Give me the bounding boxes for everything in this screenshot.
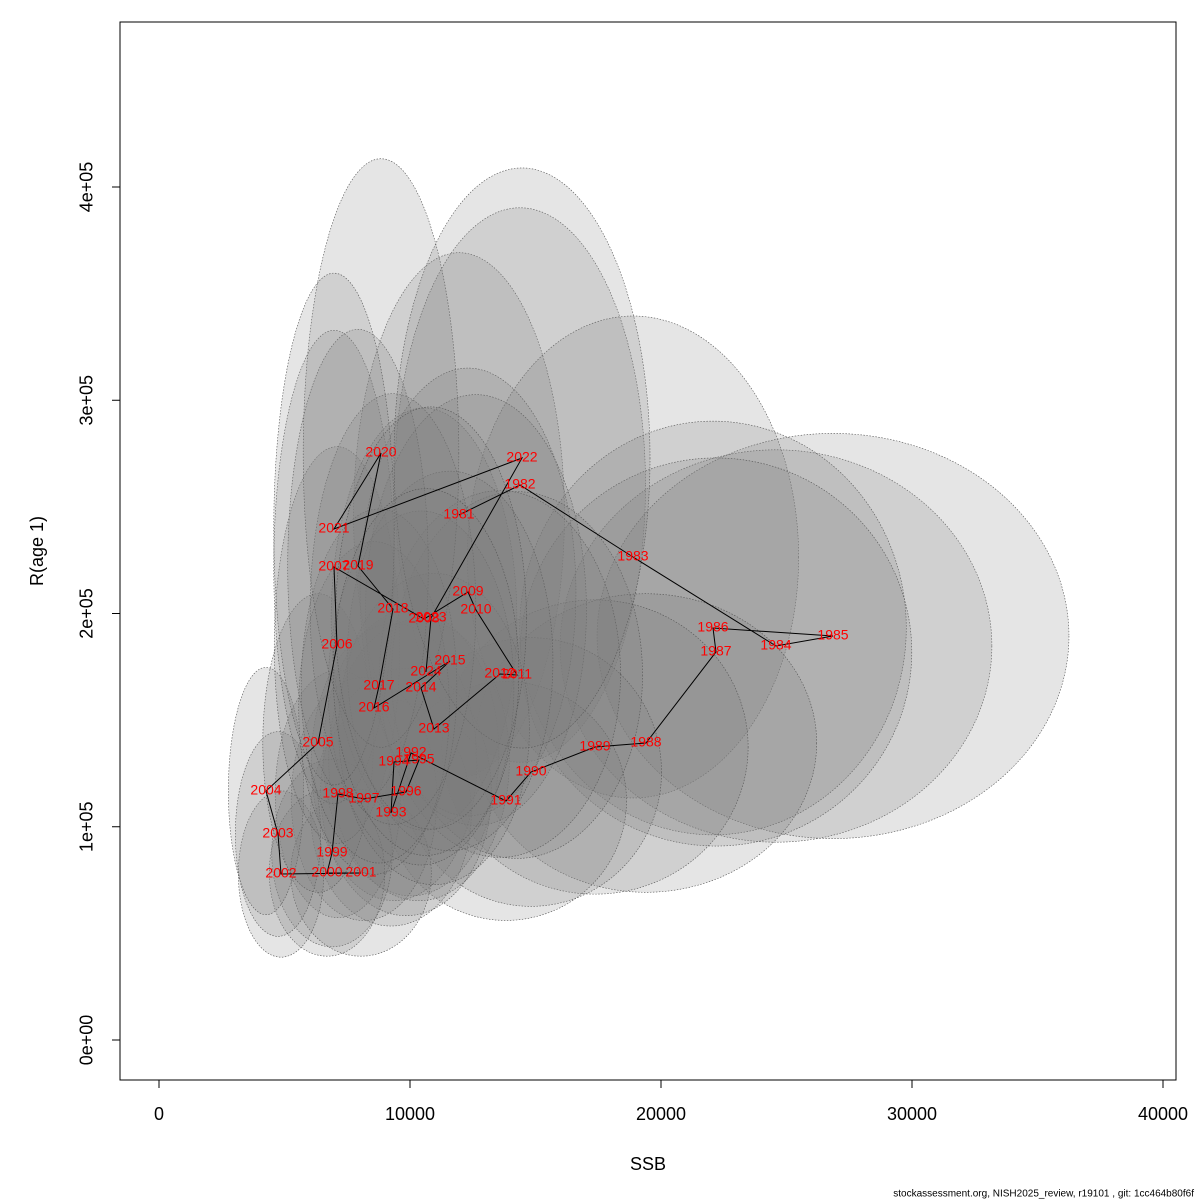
year-label: 2018 xyxy=(377,600,408,616)
year-label: 1984 xyxy=(760,637,791,653)
year-label: 1986 xyxy=(697,619,728,635)
y-tick-label: 1e+05 xyxy=(77,801,97,852)
year-label: 2001 xyxy=(345,864,376,880)
year-label: 2022 xyxy=(506,449,537,465)
year-label: 1995 xyxy=(403,751,434,767)
year-label: 2000 xyxy=(311,864,342,880)
year-label: 1987 xyxy=(700,643,731,659)
year-label: 2003 xyxy=(262,825,293,841)
year-label: 2020 xyxy=(365,444,396,460)
year-label: 1982 xyxy=(504,476,535,492)
year-label: 2009 xyxy=(452,583,483,599)
year-label: 2008 xyxy=(408,610,439,626)
year-label: 1991 xyxy=(490,792,521,808)
trajectory-line xyxy=(265,452,834,875)
x-tick-label: 40000 xyxy=(1138,1104,1188,1124)
plot-content: 1981 1982 1983 1984 1985 1986 1987 1988 1989 1990… xyxy=(250,444,848,881)
year-label: 2007 xyxy=(318,558,349,574)
x-tick-label: 20000 xyxy=(636,1104,686,1124)
year-label: 2015 xyxy=(434,652,465,668)
x-tick-label: 10000 xyxy=(385,1104,435,1124)
y-tick-label: 0e+00 xyxy=(77,1015,97,1066)
year-label: 1983 xyxy=(617,548,648,564)
year-label: 2016 xyxy=(358,699,389,715)
year-label: 1994 xyxy=(378,753,409,769)
year-label: 1993 xyxy=(375,804,406,820)
year-label: 1985 xyxy=(817,627,848,643)
year-label: 1988 xyxy=(630,734,661,750)
year-label: 2002 xyxy=(265,865,296,881)
year-label: 2024 xyxy=(410,663,441,679)
year-label: 1996 xyxy=(390,783,421,799)
year-label: 1990 xyxy=(515,763,546,779)
year-label: 2006 xyxy=(321,636,352,652)
year-label: 2011 xyxy=(502,666,532,682)
year-label: 2004 xyxy=(250,782,281,798)
year-label: 1992 xyxy=(395,744,426,760)
year-label: 1981 xyxy=(443,506,474,522)
year-label: 2021 xyxy=(318,520,349,536)
year-label: 2017 xyxy=(363,677,394,693)
year-label: 1999 xyxy=(316,844,347,860)
footnote: stockassessment.org, NISH2025_review, r1… xyxy=(893,1189,1194,1200)
y-tick-label: 2e+05 xyxy=(77,588,97,639)
x-tick-label: 0 xyxy=(154,1104,164,1124)
year-label: 2019 xyxy=(342,557,373,573)
year-label: 1989 xyxy=(579,738,610,754)
year-label: 2010 xyxy=(460,601,491,617)
year-label: 1998 xyxy=(322,785,353,801)
year-label: 1997 xyxy=(348,790,379,806)
x-tick-label: 30000 xyxy=(887,1104,937,1124)
x-axis-label: SSB xyxy=(630,1154,666,1174)
y-tick-label: 4e+05 xyxy=(77,162,97,213)
year-label: 2014 xyxy=(405,679,436,695)
year-label: 2013 xyxy=(418,720,449,736)
y-tick-label: 3e+05 xyxy=(77,375,97,426)
year-label: 2005 xyxy=(302,734,333,750)
year-label: 2012 xyxy=(484,665,515,681)
y-axis-label: R(age 1) xyxy=(27,516,47,586)
year-label: 2023 xyxy=(415,609,446,625)
